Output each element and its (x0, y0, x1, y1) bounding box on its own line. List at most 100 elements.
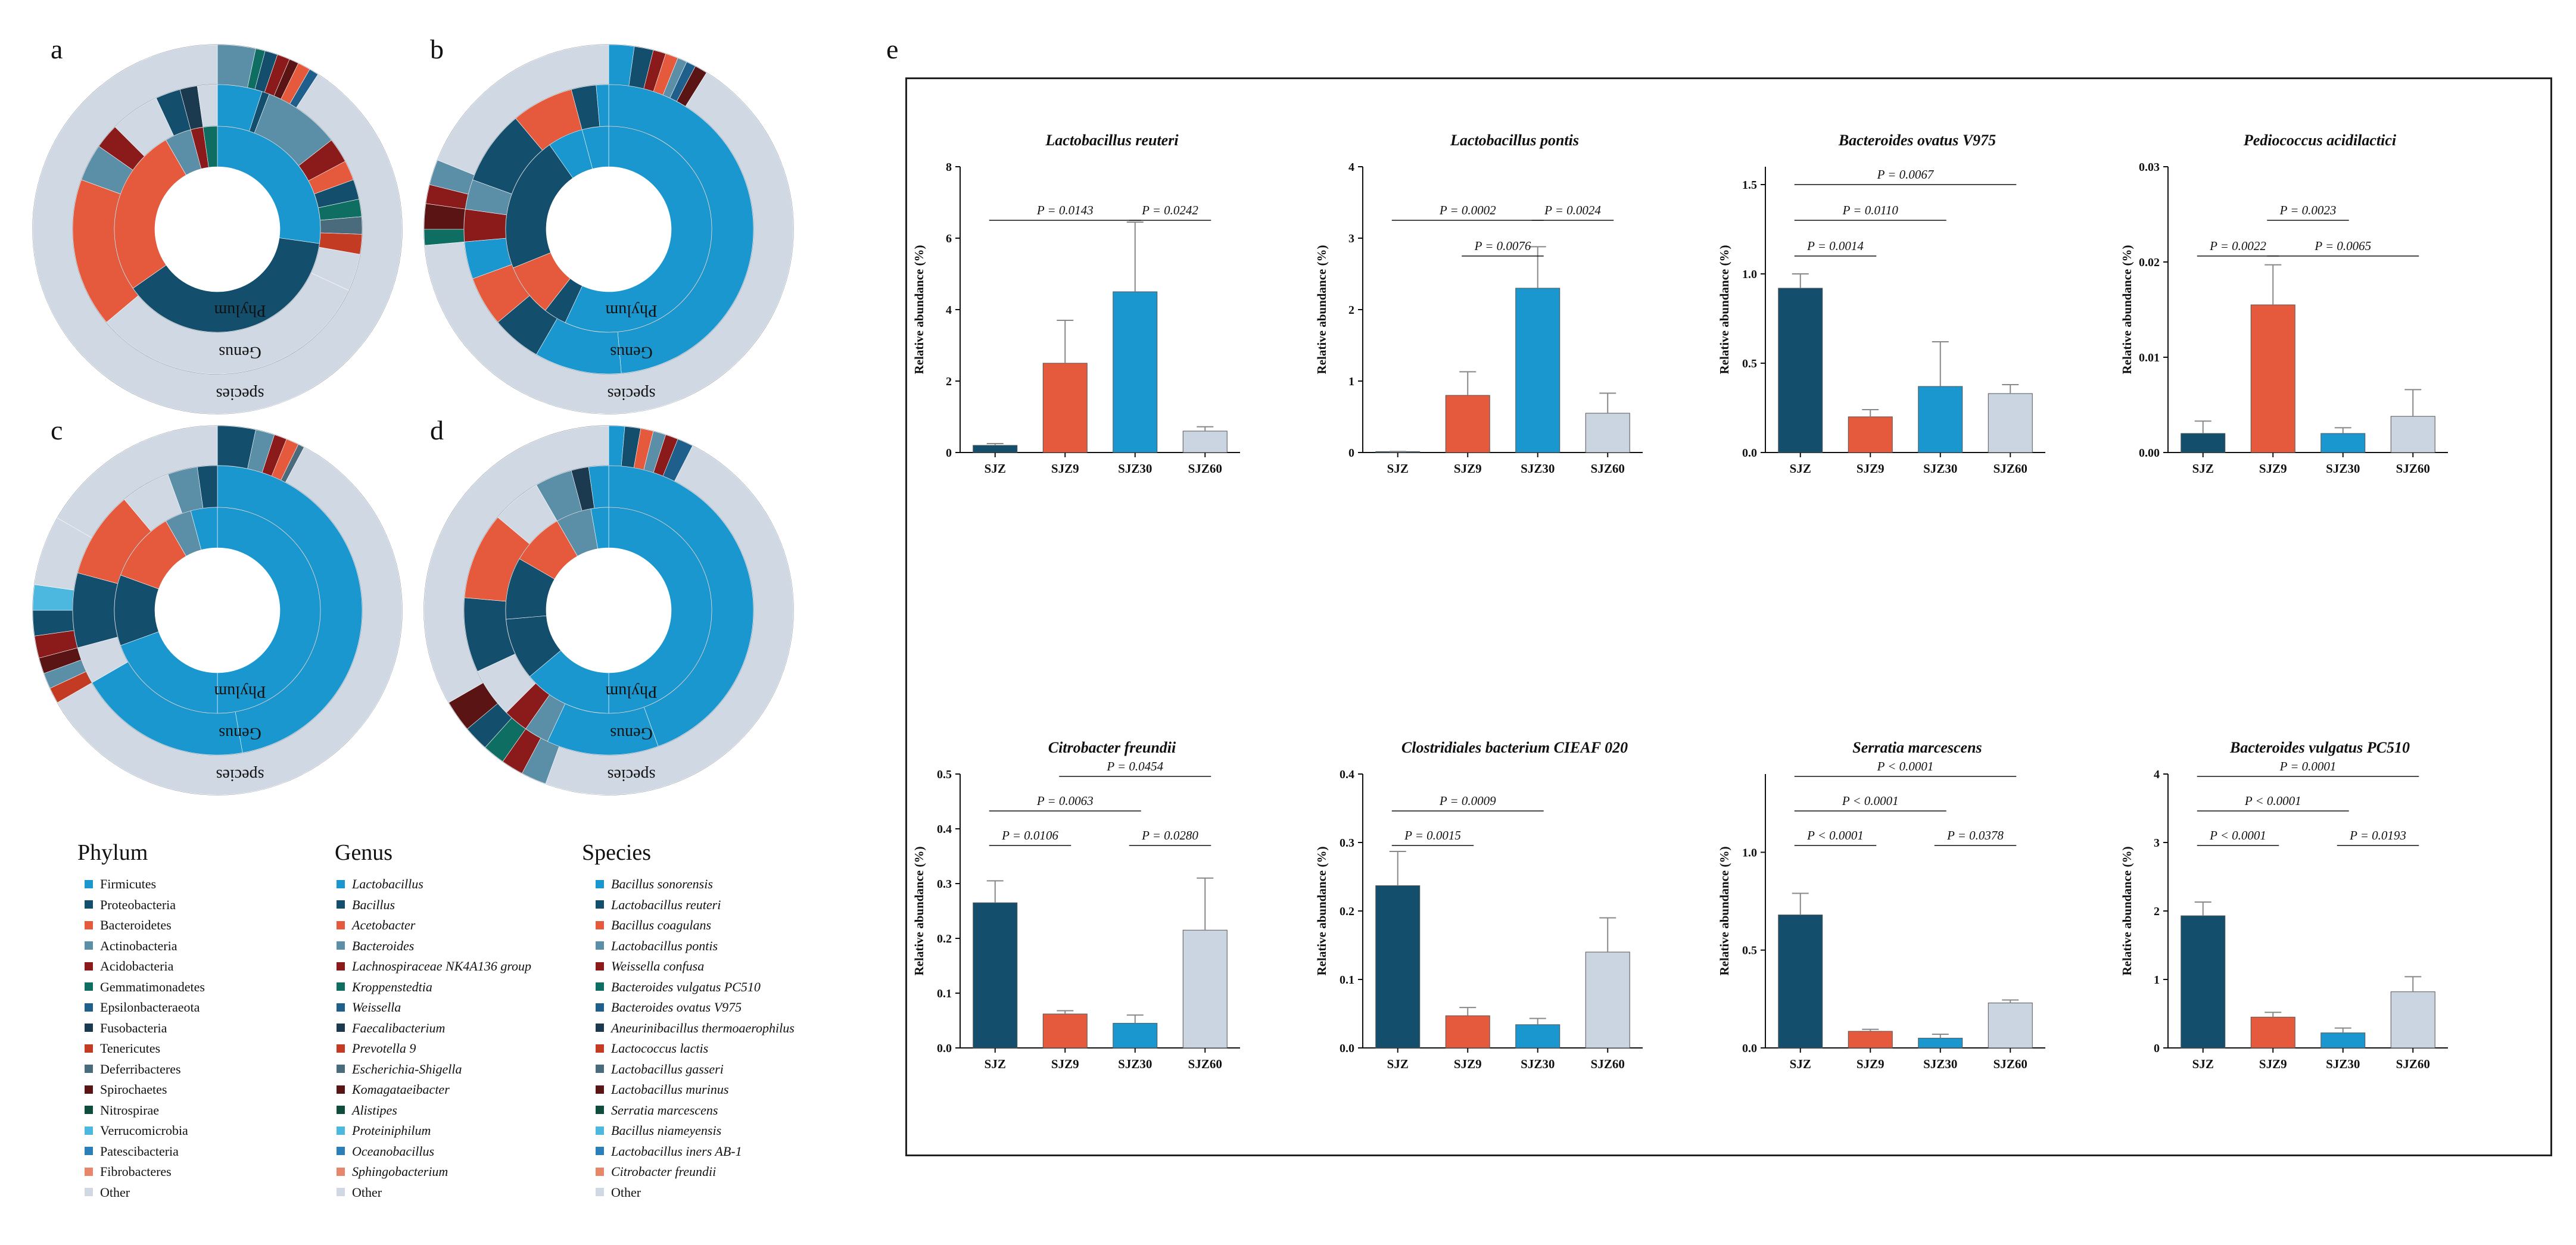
y-tick-label: 0.0 (937, 1042, 952, 1055)
bar-SJZ30 (2320, 1032, 2366, 1049)
y-tick-label: 0.4 (937, 823, 952, 836)
y-tick-label: 3 (1348, 232, 1354, 245)
x-tick-label: SJZ30 (1118, 461, 1152, 476)
sunburst-a: Phylum Genus species (32, 44, 403, 414)
bar-SJZ9 (1848, 416, 1893, 453)
bar-SJZ9 (1042, 363, 1088, 453)
ring-label-species: species (608, 766, 656, 784)
panel-letter-e: e (886, 34, 899, 64)
y-tick-label: 6 (946, 232, 952, 245)
p-value-label: P = 0.0065 (2314, 239, 2371, 253)
x-tick-label: SJZ30 (1118, 1057, 1152, 1071)
x-tick-label: SJZ9 (2259, 1057, 2287, 1071)
sunburst-d: Phylum Genus species (423, 425, 794, 795)
x-tick-label: SJZ (1790, 1057, 1811, 1071)
y-tick-label: 4 (946, 304, 952, 317)
y-tick-label: 0.02 (2139, 256, 2160, 269)
bar-chart-1: Lactobacillus reuteri 0 2 4 6 8 Relative abund… (912, 132, 1240, 476)
bar-SJZ9 (1445, 1015, 1490, 1049)
ring-label-phylum: Phylum (605, 682, 657, 701)
p-value-label: P = 0.0014 (1806, 239, 1864, 253)
ring-label-phylum: Phylum (605, 301, 657, 320)
y-tick-label: 0.2 (1340, 905, 1354, 918)
panel-letter-d: d (430, 415, 444, 445)
y-tick-label: 0.4 (1340, 768, 1354, 781)
y-tick-label: 0.2 (937, 932, 952, 946)
chart-title: Clostridiales bacterium CIEAF 020 (1401, 739, 1628, 756)
chart-title: Serratia marcescens (1852, 739, 1982, 756)
ring-label-phylum: Phylum (214, 301, 266, 320)
y-tick-label: 1.0 (1742, 846, 1757, 859)
x-tick-label: SJZ9 (1051, 1057, 1079, 1071)
ring-hole (546, 167, 671, 292)
p-value-label: P = 0.0002 (1439, 203, 1496, 217)
x-tick-label: SJZ (1387, 461, 1409, 476)
bar-SJZ (1375, 885, 1421, 1049)
y-tick-label: 2 (946, 375, 952, 388)
y-tick-label: 0.5 (937, 768, 952, 781)
bar-SJZ60 (1585, 951, 1630, 1049)
bar-SJZ (973, 902, 1018, 1049)
p-value-label: P = 0.0106 (1001, 828, 1058, 843)
p-value-label: P = 0.0024 (1544, 203, 1601, 217)
p-value-label: P = 0.0009 (1439, 794, 1496, 808)
bar-chart-2: Lactobacillus pontis 0 1 2 3 4 Relative abunda… (1315, 132, 1643, 476)
bar-chart-6: Clostridiales bacterium CIEAF 020 0.0 0.1 0… (1315, 739, 1643, 1071)
x-tick-label: SJZ9 (2259, 461, 2287, 476)
x-tick-label: SJZ (1790, 461, 1811, 476)
bar-SJZ30 (1515, 288, 1560, 453)
p-value-label: P = 0.0454 (1106, 759, 1163, 773)
x-tick-label: SJZ60 (2396, 1057, 2430, 1071)
chart-title: Lactobacillus pontis (1450, 132, 1579, 149)
x-tick-label: SJZ60 (1591, 1057, 1625, 1071)
y-axis-label: Relative abundance (%) (2120, 245, 2134, 375)
panel-letter-b: b (430, 34, 444, 64)
x-tick-label: SJZ30 (1923, 1057, 1957, 1071)
y-tick-label: 2 (1348, 304, 1354, 317)
bar-SJZ60 (1182, 430, 1228, 453)
bar-SJZ30 (1113, 1023, 1158, 1049)
x-tick-label: SJZ9 (1454, 1057, 1482, 1071)
ring-hole (155, 548, 280, 673)
bar-charts-frame (905, 77, 2552, 1156)
y-axis-label: Relative abundance (%) (912, 847, 926, 976)
y-tick-label: 0.1 (1340, 973, 1354, 987)
chart-title: Pediococcus acidilactici (2243, 132, 2397, 149)
y-tick-label: 1.0 (1742, 268, 1757, 281)
ring-segment (114, 139, 186, 289)
x-tick-label: SJZ60 (1993, 1057, 2027, 1071)
p-value-label: P = 0.0001 (2279, 759, 2337, 773)
sunburst-figure: Phylum Genus species Phylum Genus species Phyl… (32, 44, 794, 795)
y-tick-label: 0.3 (1340, 837, 1354, 850)
bar-SJZ (2181, 915, 2226, 1049)
p-value-label: P < 0.0001 (1806, 828, 1864, 843)
panel-letter-a: a (51, 34, 63, 64)
y-tick-label: 0 (946, 447, 952, 460)
p-value-label: P = 0.0143 (1036, 203, 1094, 217)
ring-hole (546, 548, 671, 673)
y-tick-label: 2 (2154, 905, 2160, 918)
chart-title: Bacteroides ovatus V975 (1838, 132, 1996, 149)
p-value-label: P < 0.0001 (2244, 794, 2301, 808)
ring-label-genus: Genus (610, 724, 653, 742)
bar-SJZ9 (1848, 1031, 1893, 1049)
y-tick-label: 8 (946, 161, 952, 174)
bar-SJZ9 (2250, 1016, 2295, 1049)
y-tick-label: 0.0 (1340, 1042, 1354, 1055)
y-tick-label: 1 (1348, 375, 1354, 388)
sunburst-b: Phylum Genus species (423, 44, 794, 414)
y-tick-label: 0.0 (1742, 1042, 1757, 1055)
ring-label-genus: Genus (219, 724, 261, 742)
x-tick-label: SJZ (2192, 1057, 2214, 1071)
y-tick-label: 0.5 (1742, 944, 1757, 957)
p-value-label: P = 0.0023 (2279, 203, 2337, 217)
p-value-label: P = 0.0280 (1141, 828, 1198, 843)
bar-SJZ30 (1918, 386, 1963, 453)
ring-label-species: species (216, 766, 264, 784)
chart-title: Bacteroides vulgatus PC510 (2229, 739, 2410, 756)
bar-SJZ60 (2390, 991, 2435, 1049)
y-axis-label: Relative abundance (%) (1717, 847, 1731, 976)
bar-SJZ60 (1988, 393, 2033, 453)
chart-title: Lactobacillus reuteri (1045, 132, 1179, 149)
p-value-label: P = 0.0110 (1842, 203, 1899, 217)
